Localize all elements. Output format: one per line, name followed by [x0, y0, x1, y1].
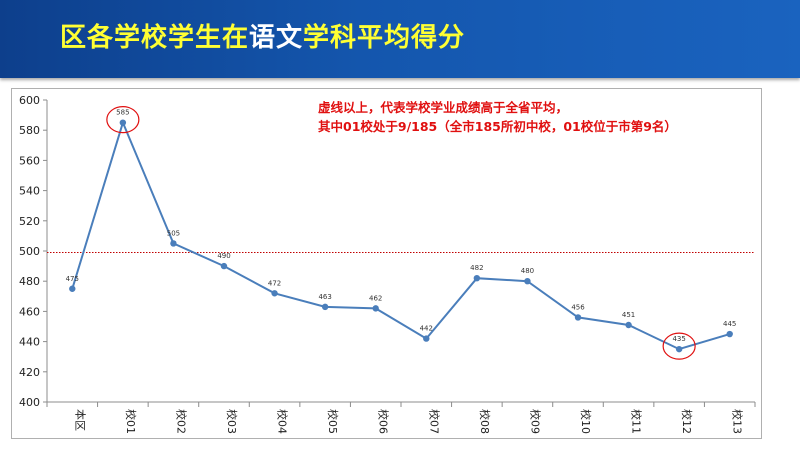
data-label: 585: [116, 109, 129, 117]
title-part-2: 语文: [249, 23, 304, 53]
data-point: [473, 274, 481, 282]
data-point: [321, 303, 329, 311]
x-tick-label: 校11: [630, 409, 644, 434]
y-tick-label: 420: [19, 366, 40, 379]
annotation-line-1: 虚线以上，代表学校学业成绩高于全省平均，: [318, 100, 569, 115]
data-label: 435: [672, 335, 685, 343]
y-tick-label: 600: [19, 94, 40, 107]
data-label: 456: [571, 303, 585, 311]
line-chart: 400 420 440 460 480 500 520 540 560 580 600 本区 校01 校0…: [19, 94, 756, 434]
data-point: [675, 345, 683, 353]
x-tick-label: 校07: [427, 409, 441, 434]
series-line: [71, 119, 730, 351]
data-label: 463: [318, 293, 331, 301]
data-point: [423, 335, 430, 342]
chart-annotation: 虚线以上，代表学校学业成绩高于全省平均， 其中01校处于9/185（全市185所…: [318, 98, 677, 136]
x-tick-label: 校03: [225, 409, 239, 434]
y-tick-label: 460: [19, 305, 40, 318]
x-tick-label: 校09: [528, 409, 542, 434]
data-label: 482: [470, 264, 483, 272]
y-tick-label: 540: [19, 185, 40, 198]
y-tick-label: 480: [19, 275, 40, 288]
data-label: 475: [66, 275, 79, 283]
x-tick-label: 校05: [326, 409, 340, 434]
title-part-1: 区各学校学生在: [60, 23, 250, 53]
data-point: [119, 119, 127, 126]
annotation-line-2: 其中01校处于9/185（全市185所初中校，01校位于市第9名）: [318, 119, 677, 134]
y-tick-label: 580: [19, 124, 40, 137]
y-tick-label: 500: [19, 245, 40, 258]
data-point: [625, 321, 632, 329]
data-point: [574, 314, 582, 321]
data-point: [271, 290, 278, 297]
x-tick-label: 校02: [174, 409, 188, 434]
data-point: [726, 330, 733, 338]
data-point: [372, 305, 379, 312]
y-tick-label: 520: [19, 215, 40, 228]
data-label: 462: [369, 294, 382, 302]
x-tick-label: 校12: [680, 409, 694, 434]
data-label: 472: [268, 279, 281, 287]
title-part-3: 学科平均得分: [303, 23, 466, 53]
y-tick-label: 400: [19, 396, 40, 409]
x-tick-label: 校08: [478, 409, 492, 434]
highlight-circle: [106, 106, 140, 134]
title-banner: 区各学校学生在语文学科平均得分: [0, 0, 800, 78]
page-title: 区各学校学生在语文学科平均得分: [60, 20, 465, 56]
y-tick-label: 560: [19, 154, 40, 167]
x-tick-label: 校10: [579, 409, 593, 434]
data-label: 480: [521, 267, 534, 275]
data-label: 442: [420, 325, 433, 333]
data-label: 490: [217, 252, 230, 260]
data-label: 445: [723, 320, 736, 328]
data-point: [69, 285, 76, 292]
x-tick-label: 校06: [377, 409, 391, 434]
data-point: [220, 262, 228, 270]
x-tick-label: 校04: [276, 409, 290, 434]
x-tick-label: 校13: [731, 409, 745, 434]
y-tick-label: 440: [19, 336, 40, 349]
data-point: [170, 240, 177, 247]
data-label: 505: [167, 229, 180, 237]
chart-frame: 400 420 440 460 480 500 520 540 560 580 600 本区 校01 校0…: [11, 88, 762, 439]
highlight-circle: [662, 332, 696, 360]
x-tick-label: 校01: [124, 409, 138, 434]
data-label: 451: [622, 311, 635, 319]
data-point: [524, 278, 531, 285]
x-tick-label: 本区: [73, 409, 87, 431]
